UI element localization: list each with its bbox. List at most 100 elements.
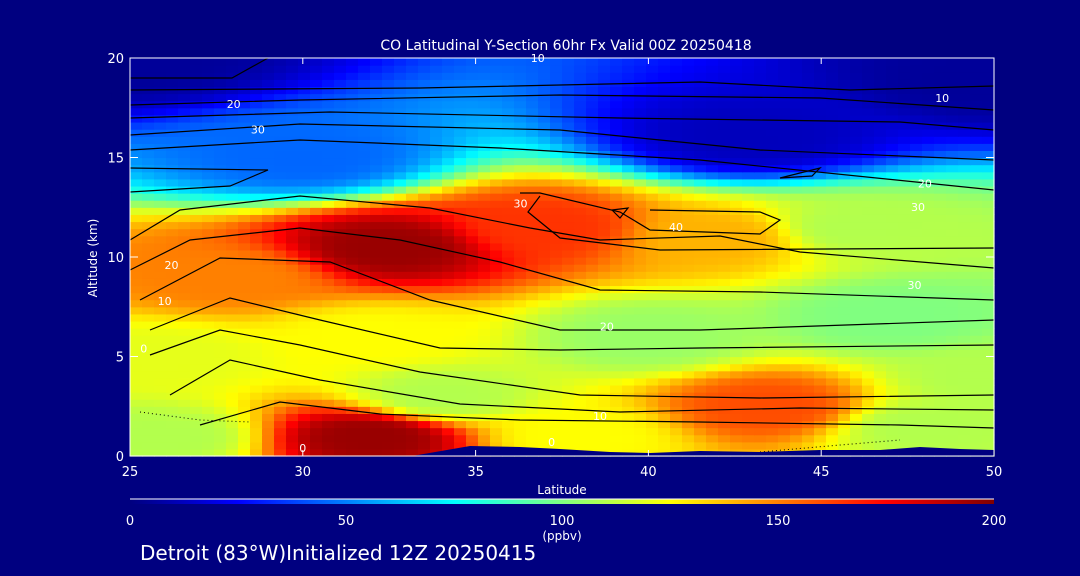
heatmap-cell [334,377,347,386]
heatmap-cell [742,200,755,208]
heatmap-cell [154,107,167,116]
heatmap-cell [178,292,191,301]
heatmap-cell [490,406,503,414]
heatmap-cell [850,249,863,258]
heatmap-cell [358,448,371,457]
x-axis: 25 30 35 40 45 50 Latitude [122,58,1002,497]
heatmap-cell [178,285,191,294]
heatmap-cell [610,377,623,386]
heatmap-cell [226,313,239,322]
heatmap-cell [334,441,347,450]
heatmap-cell [490,93,503,102]
heatmap-cell [838,441,851,450]
heatmap-cell [766,193,779,201]
heatmap-cell [190,285,203,294]
heatmap-cell [802,356,815,365]
heatmap-cell [802,100,815,109]
heatmap-cell [454,377,467,386]
heatmap-cell [526,299,539,308]
heatmap-cell [682,271,695,279]
heatmap-cell [202,342,215,350]
heatmap-cell [874,65,887,73]
heatmap-cell [178,214,191,223]
heatmap-cell [886,107,899,116]
heatmap-cell [622,313,635,322]
heatmap-cell [442,313,455,322]
heatmap-cell [298,306,311,315]
heatmap-cell [202,349,215,358]
heatmap-cell [310,143,323,151]
heatmap-cell [214,136,227,144]
heatmap-cell [478,328,491,336]
heatmap-cell [130,214,143,223]
heatmap-cell [430,58,443,66]
heatmap-cell [514,384,527,393]
heatmap-cell [826,335,839,343]
heatmap-cell [922,264,935,272]
heatmap-cell [322,342,335,350]
heatmap-cell [250,413,263,422]
heatmap-cell [826,434,839,443]
heatmap-cell [178,335,191,343]
heatmap-cell [886,207,899,215]
heatmap-cell [286,72,299,80]
heatmap-cell [826,221,839,230]
heatmap-cell [754,65,767,73]
heatmap-cell [730,399,743,407]
heatmap-cell [382,278,395,287]
heatmap-cell [382,328,395,336]
heatmap-cell [370,79,383,88]
heatmap-cell [130,292,143,301]
heatmap-cell [634,249,647,258]
heatmap-cell [154,370,167,379]
heatmap-cell [742,392,755,400]
heatmap-cell [238,356,251,365]
heatmap-cell [346,200,359,208]
heatmap-cell [286,356,299,365]
heatmap-cell [274,79,287,88]
heatmap-cell [730,86,743,95]
heatmap-cell [646,377,659,386]
heatmap-cell [550,93,563,102]
heatmap-cell [682,285,695,294]
heatmap-cell [130,328,143,336]
heatmap-cell [358,129,371,137]
heatmap-cell [538,242,551,251]
heatmap-cell [130,356,143,365]
heatmap-cell [718,178,731,187]
heatmap-cell [346,171,359,180]
heatmap-cell [874,384,887,393]
heatmap-cell [466,356,479,365]
heatmap-cell [682,171,695,180]
heatmap-cell [358,278,371,287]
heatmap-cell [406,292,419,301]
heatmap-cell [562,242,575,251]
heatmap-cell [622,299,635,308]
heatmap-cell [862,278,875,287]
heatmap-cell [214,434,227,443]
heatmap-cell [262,129,275,137]
heatmap-cell [274,185,287,194]
heatmap-cell [670,150,683,159]
heatmap-cell [910,207,923,215]
heatmap-cell [574,207,587,215]
heatmap-cell [442,164,455,173]
heatmap-cell [934,313,947,322]
heatmap-cell [130,178,143,187]
heatmap-cell [982,129,995,137]
heatmap-cell [658,178,671,187]
heatmap-cell [742,271,755,279]
heatmap-cell [790,200,803,208]
heatmap-cell [238,72,251,80]
heatmap-cell [250,299,263,308]
colorbar-tick-label: 150 [766,514,791,529]
heatmap-cell [946,221,959,230]
heatmap-cell [490,399,503,407]
heatmap-cell [850,434,863,443]
heatmap-cell [946,349,959,358]
heatmap-cell [478,342,491,350]
heatmap-cell [334,58,347,66]
heatmap-cell [238,299,251,308]
heatmap-cell [226,448,239,457]
heatmap-cell [610,406,623,414]
